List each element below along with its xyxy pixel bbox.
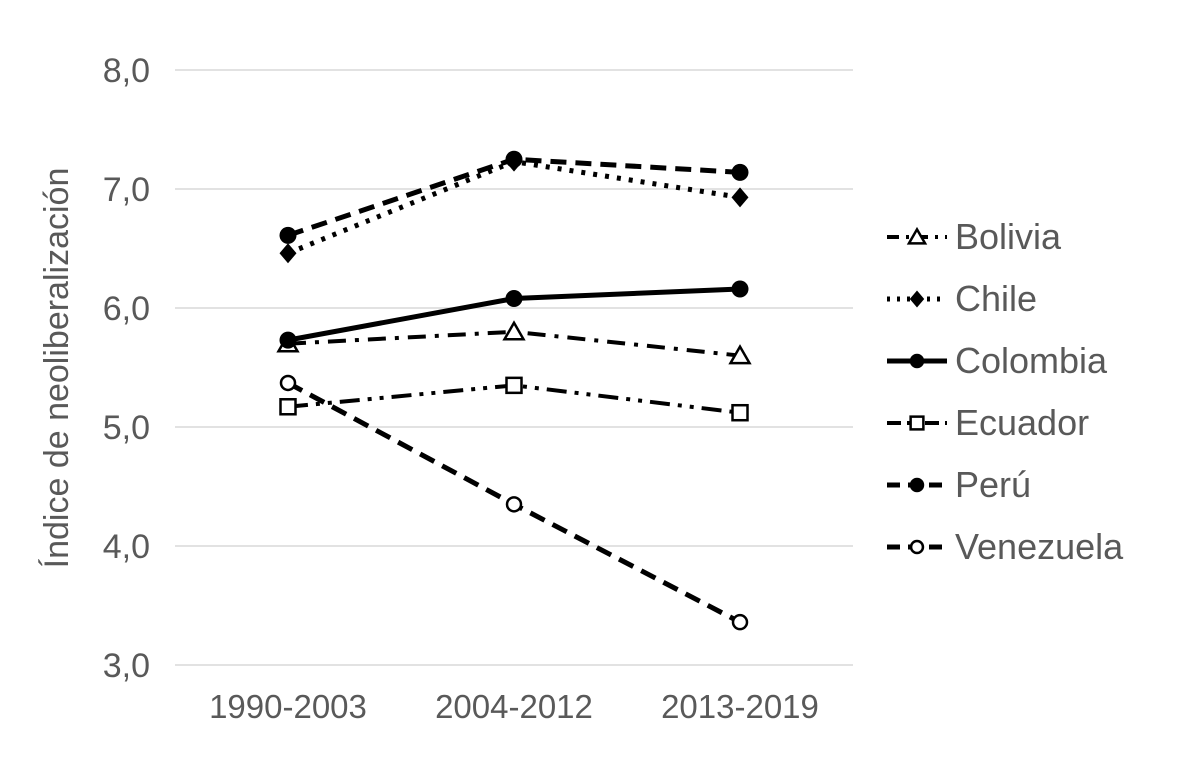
- series-colombia: [279, 280, 749, 349]
- marker-circle-open: [909, 539, 925, 555]
- y-tick-label: 4,0: [103, 528, 150, 566]
- series-line: [287, 329, 741, 358]
- marker-circle-filled: [279, 331, 297, 349]
- legend-label: Colombia: [955, 340, 1108, 381]
- marker-square-open: [505, 376, 523, 395]
- y-tick-label: 6,0: [103, 290, 150, 328]
- marker-circle-filled: [731, 163, 749, 181]
- x-tick-label: 1990-2003: [209, 688, 367, 725]
- marker-diamond-filled: [731, 187, 749, 208]
- marker-triangle-open: [728, 344, 752, 365]
- legend: Bolivia Chile Colombia Ecuador Perú Venezuela: [887, 216, 1124, 567]
- marker-circle-filled: [279, 226, 297, 244]
- y-tick-label: 8,0: [103, 52, 150, 90]
- y-axis-tick-labels: 8,0 7,0 6,0 5,0 4,0 3,0: [103, 52, 150, 685]
- legend-label: Chile: [955, 278, 1037, 319]
- legend-item-peru: Perú: [887, 464, 1031, 505]
- marker-triangle-open: [906, 226, 928, 245]
- y-tick-label: 5,0: [103, 409, 150, 447]
- marker-circle-filled: [731, 280, 749, 298]
- marker-diamond-filled: [279, 243, 297, 264]
- x-tick-label: 2004-2012: [435, 688, 593, 725]
- legend-label: Bolivia: [955, 216, 1062, 257]
- y-tick-label: 7,0: [103, 171, 150, 209]
- legend-label: Venezuela: [955, 526, 1124, 567]
- series-peru: [279, 150, 749, 244]
- marker-square-open: [909, 415, 925, 431]
- marker-diamond-filled: [909, 290, 925, 308]
- legend-item-chile: Chile: [887, 278, 1037, 319]
- legend-item-colombia: Colombia: [887, 340, 1108, 381]
- marker-circle-filled: [505, 289, 523, 307]
- marker-square-open: [731, 403, 749, 422]
- legend-item-ecuador: Ecuador: [887, 402, 1089, 443]
- marker-circle-filled: [909, 477, 925, 493]
- x-tick-label: 2013-2019: [661, 688, 819, 725]
- marker-circle-open: [731, 613, 749, 631]
- gridlines: [175, 69, 853, 666]
- marker-triangle-open: [502, 320, 526, 341]
- marker-circle-open: [279, 374, 297, 392]
- legend-item-venezuela: Venezuela: [887, 526, 1124, 567]
- series-venezuela: [279, 374, 749, 631]
- x-axis-labels: 1990-2003 2004-2012 2013-2019: [209, 688, 819, 725]
- legend-item-bolivia: Bolivia: [887, 216, 1062, 257]
- legend-label: Perú: [955, 464, 1031, 505]
- legend-label: Ecuador: [955, 402, 1089, 443]
- series-ecuador: [279, 376, 749, 422]
- marker-circle-filled: [909, 353, 925, 369]
- marker-square-open: [279, 398, 297, 416]
- series-line: [287, 159, 741, 256]
- marker-circle-open: [505, 496, 523, 513]
- plot-series: [276, 150, 752, 631]
- marker-circle-filled: [505, 150, 523, 168]
- y-axis-title: Índice de neoliberalización: [38, 168, 76, 569]
- y-tick-label: 3,0: [103, 647, 150, 685]
